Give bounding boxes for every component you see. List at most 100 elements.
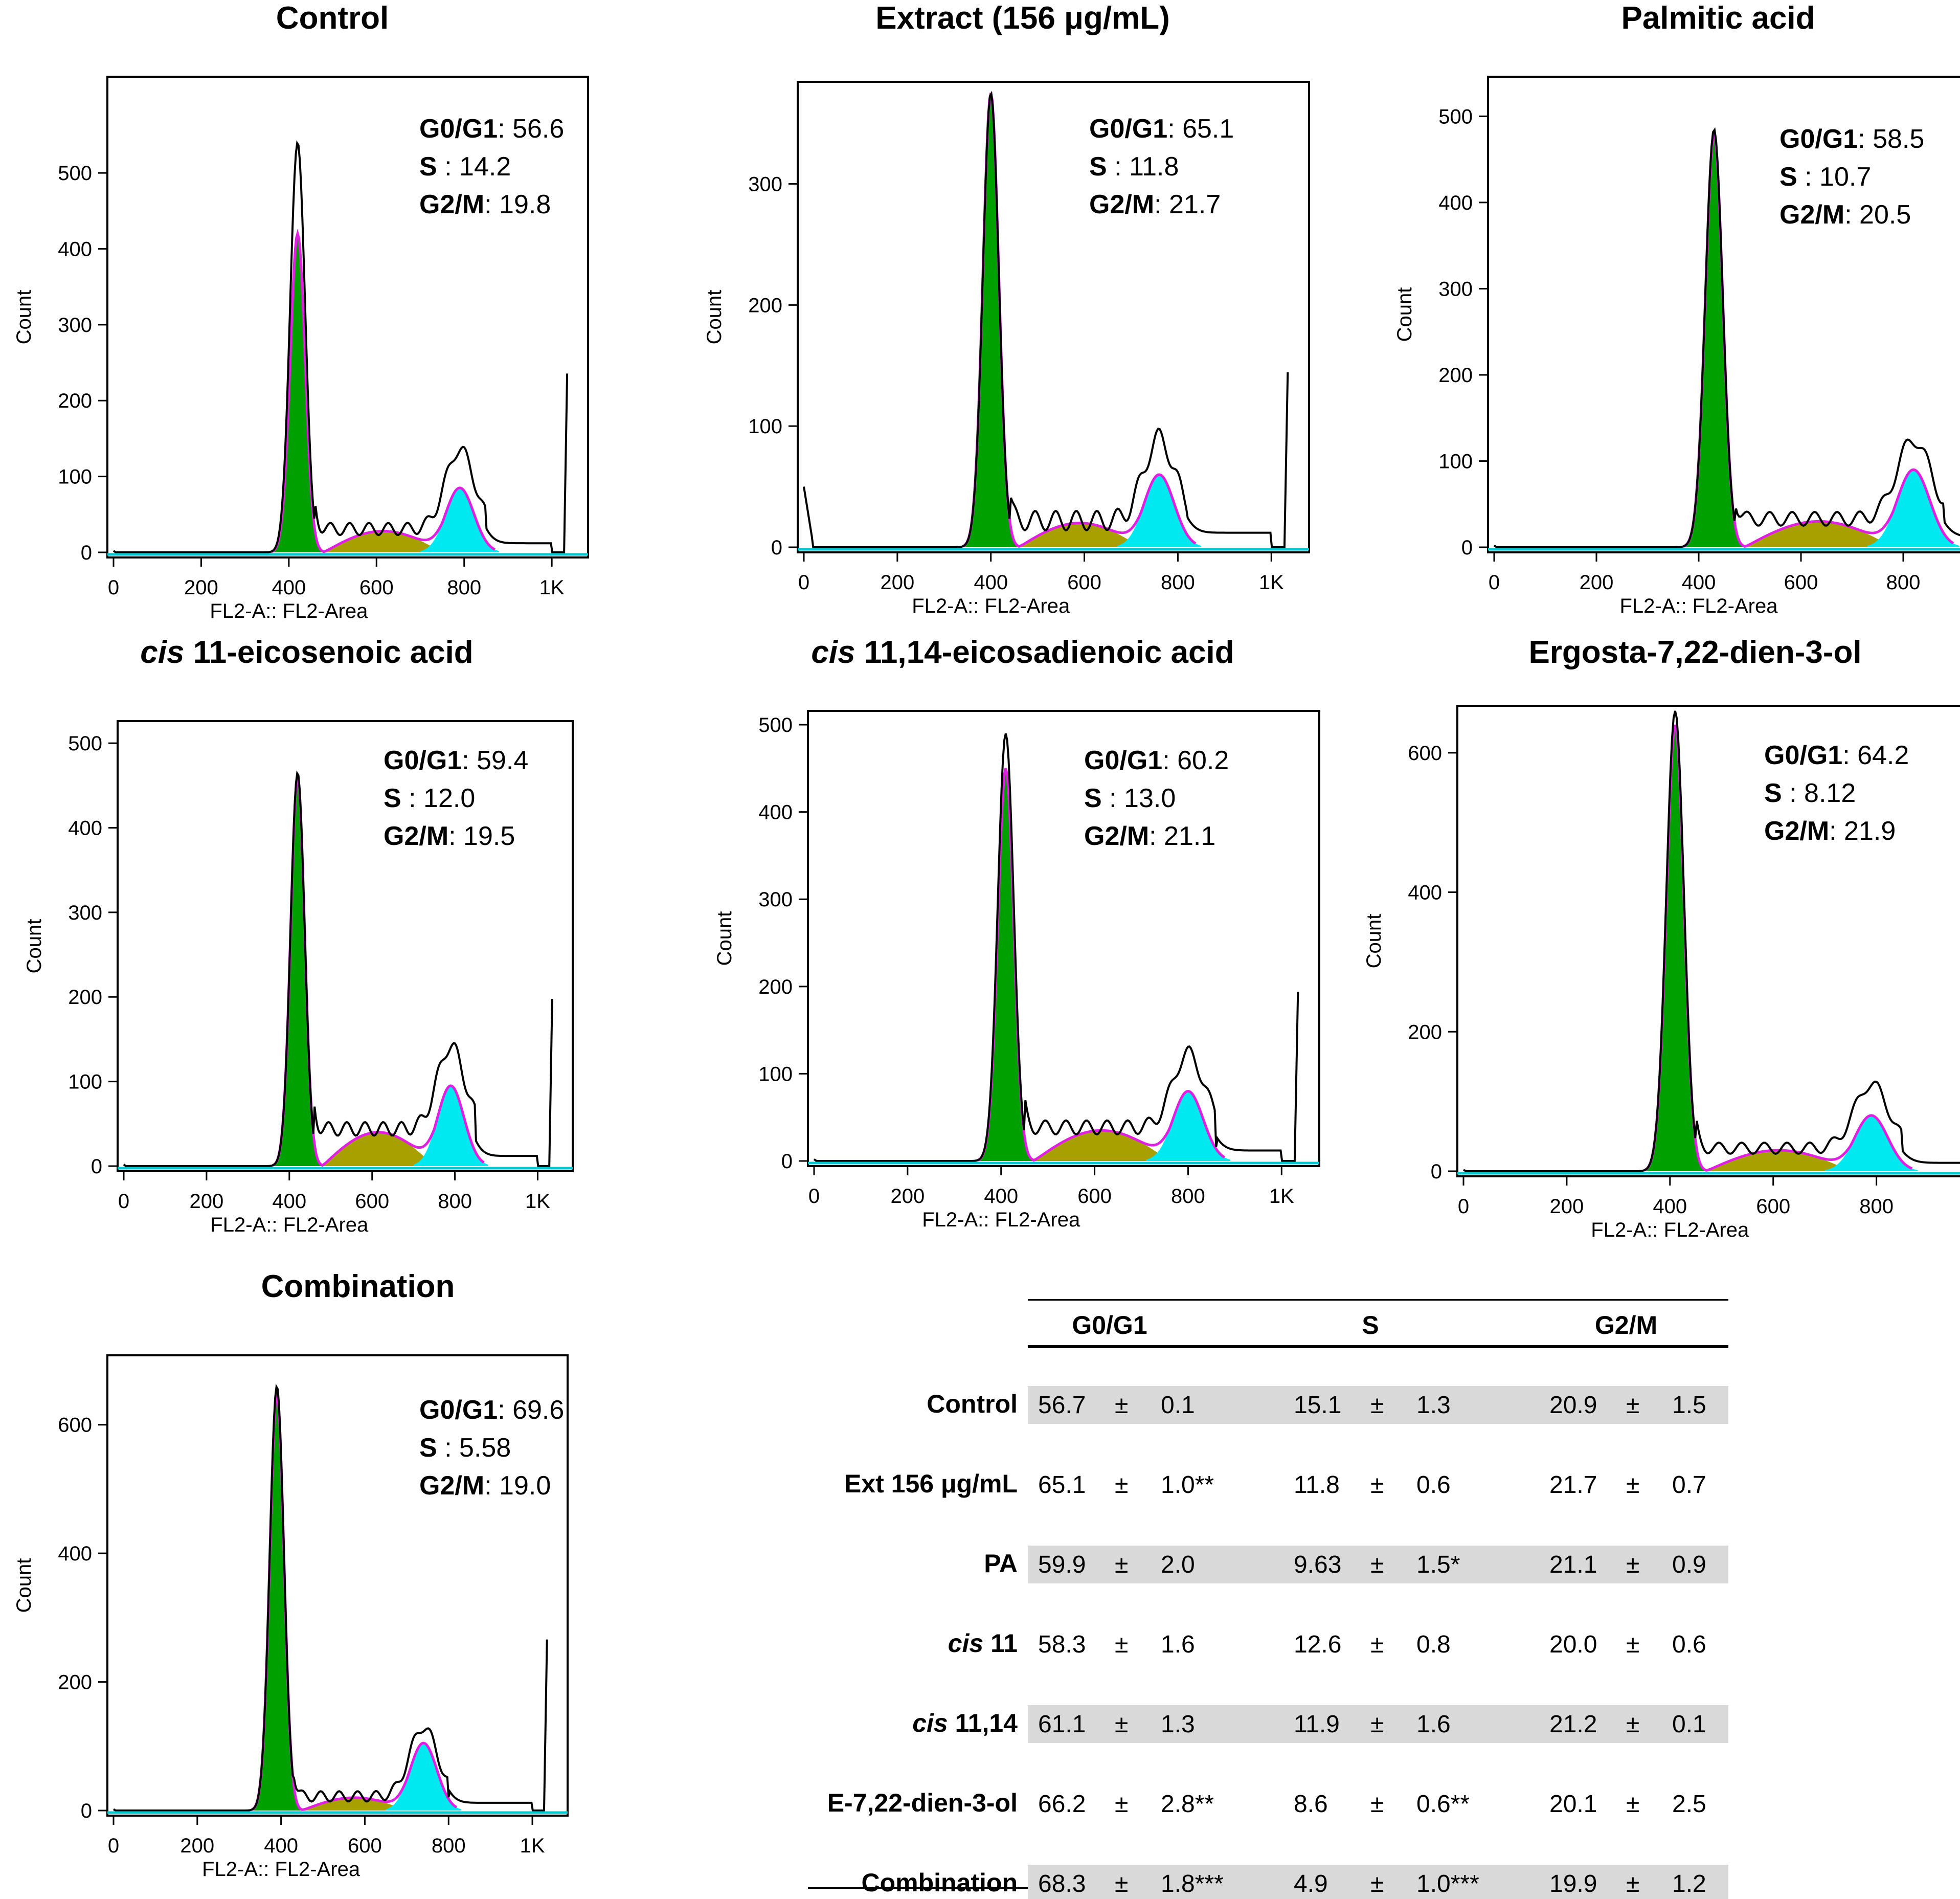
phase-stat-line: S : 14.2 (419, 148, 564, 186)
phase-value: : 56.6 (498, 114, 565, 144)
x-tick-label: 1K (520, 1835, 545, 1857)
phase-label: S (384, 784, 401, 813)
g2m-peak-area (386, 1743, 461, 1811)
title-rest: 11-eicosenoic acid (184, 635, 474, 670)
panel-combination: Combination 0 200 400 600 0 200 400 600 800 1K FL2… (0, 1268, 614, 1882)
data-histogram-line (1493, 127, 1960, 548)
y-axis-label: Count (713, 911, 736, 966)
plus-minus: ± (1370, 1631, 1384, 1658)
x-tick-label: 800 (1161, 571, 1195, 594)
row-label-italic: cis (912, 1709, 948, 1737)
error-value: 0.8 (1416, 1631, 1451, 1658)
y-axis-label: Count (703, 290, 726, 345)
mean-value: 20.9 (1549, 1392, 1597, 1419)
mean-value: 20.1 (1549, 1791, 1597, 1818)
x-tick-label: 600 (348, 1835, 382, 1857)
y-tick-label: 200 (758, 976, 793, 998)
x-tick-label: 1K (525, 1190, 550, 1213)
phase-value: : 58.5 (1858, 124, 1925, 154)
y-axis-label: Count (13, 290, 35, 345)
phase-value: : 60.2 (1162, 746, 1229, 775)
g0g1-peak-area (1639, 725, 1711, 1171)
phase-stat-line: G0/G1: 65.1 (1089, 110, 1234, 148)
phase-value: : 21.7 (1154, 190, 1221, 219)
row-shading (1028, 1865, 1728, 1899)
x-tick-label: 800 (447, 576, 481, 599)
phase-value: : 12.0 (401, 784, 476, 813)
y-tick-label: 400 (58, 238, 92, 260)
phase-stats: G0/G1: 64.2 S : 8.12 G2/M: 21.9 (1764, 736, 1909, 850)
g2m-peak-area (1146, 1091, 1230, 1161)
y-tick-label: 400 (68, 817, 102, 839)
phase-value: : 19.0 (484, 1471, 551, 1501)
error-value: 0.1 (1672, 1711, 1706, 1738)
phase-stats: G0/G1: 58.5 S : 10.7 G2/M: 20.5 (1779, 120, 1924, 234)
x-tick-label: 1K (1269, 1185, 1294, 1208)
plus-minus: ± (1626, 1870, 1640, 1897)
row-label-text: Ext 156 μg/mL (844, 1469, 1018, 1498)
error-value: 1.0*** (1416, 1870, 1479, 1897)
phase-label: S (419, 1433, 437, 1463)
mean-value: 21.7 (1549, 1471, 1597, 1499)
x-tick-label: 800 (432, 1835, 466, 1857)
g2m-peak-area (1824, 1115, 1918, 1171)
row-label-text: Control (927, 1390, 1018, 1418)
phase-stat-line: G0/G1: 64.2 (1764, 736, 1909, 774)
summary-table: G0/G1 S G2/M Control 56.7 ±0.1 15.1 ±1.3 20.9 ±1.… (803, 1299, 1728, 1899)
y-tick-label: 400 (1408, 882, 1442, 904)
panel-extract: Extract (156 μg/mL) 0 100 200 300 0 200 400 600… (665, 0, 1310, 617)
x-tick-label: 400 (1653, 1195, 1687, 1218)
plot-frame (807, 710, 1320, 1167)
x-tick-label: 0 (1489, 571, 1500, 594)
g2m-peak-area (1867, 470, 1959, 547)
x-tick-label: 200 (180, 1835, 214, 1857)
y-tick-label: 200 (58, 390, 92, 412)
plus-minus: ± (1115, 1392, 1129, 1419)
phase-value: : 21.1 (1149, 821, 1216, 851)
row-label-text: E-7,22-dien-3-ol (827, 1789, 1018, 1817)
phase-label: G0/G1 (1779, 124, 1858, 154)
y-tick-label: 200 (1408, 1021, 1442, 1043)
y-axis-label: Count (23, 919, 46, 974)
y-tick-label: 400 (58, 1543, 92, 1565)
phase-stat-line: G0/G1: 69.6 (419, 1391, 564, 1429)
phase-stat-line: S : 10.7 (1779, 158, 1924, 196)
s-phase-area (1706, 1150, 1851, 1171)
x-tick-label: 800 (1859, 1195, 1894, 1218)
phase-stat-line: G2/M: 20.5 (1779, 196, 1924, 234)
mean-value: 68.3 (1038, 1870, 1086, 1897)
x-axis-label: FL2-A:: FL2-Area (922, 1209, 1080, 1231)
panel-title: Extract (156 μg/mL) (875, 1, 1170, 36)
table-top-rule (1028, 1299, 1728, 1301)
phase-label: G2/M (1779, 200, 1845, 230)
y-tick-label: 0 (771, 537, 782, 559)
phase-label: S (1089, 152, 1107, 182)
phase-value: : 65.1 (1167, 114, 1234, 144)
panel-title: cis 11,14-eicosadienoic acid (665, 634, 1381, 671)
row-label: Control (782, 1389, 1018, 1419)
y-tick-label: 300 (758, 888, 793, 911)
y-tick-label: 100 (748, 415, 782, 438)
g2m-peak-area (1117, 474, 1202, 547)
plot-frame (1487, 76, 1960, 553)
y-tick-label: 100 (58, 466, 92, 488)
phase-label: S (1764, 778, 1782, 808)
phase-stat-line: S : 8.12 (1764, 774, 1909, 812)
data-histogram-line (1463, 710, 1960, 1172)
row-label: Ext 156 μg/mL (782, 1469, 1018, 1499)
data-histogram-line (803, 91, 1289, 548)
phase-label: G0/G1 (1089, 114, 1168, 144)
phase-stat-line: G2/M: 21.9 (1764, 812, 1909, 850)
plus-minus: ± (1370, 1870, 1384, 1897)
y-tick-label: 200 (748, 294, 782, 317)
plot-frame (106, 1354, 569, 1817)
x-tick-label: 600 (1077, 1185, 1112, 1208)
plus-minus: ± (1115, 1791, 1129, 1818)
plot-frame (1456, 705, 1960, 1177)
error-value: 1.3 (1416, 1392, 1451, 1419)
data-histogram-line (123, 770, 553, 1167)
mean-value: 20.0 (1549, 1631, 1597, 1658)
mean-value: 56.7 (1038, 1392, 1086, 1419)
